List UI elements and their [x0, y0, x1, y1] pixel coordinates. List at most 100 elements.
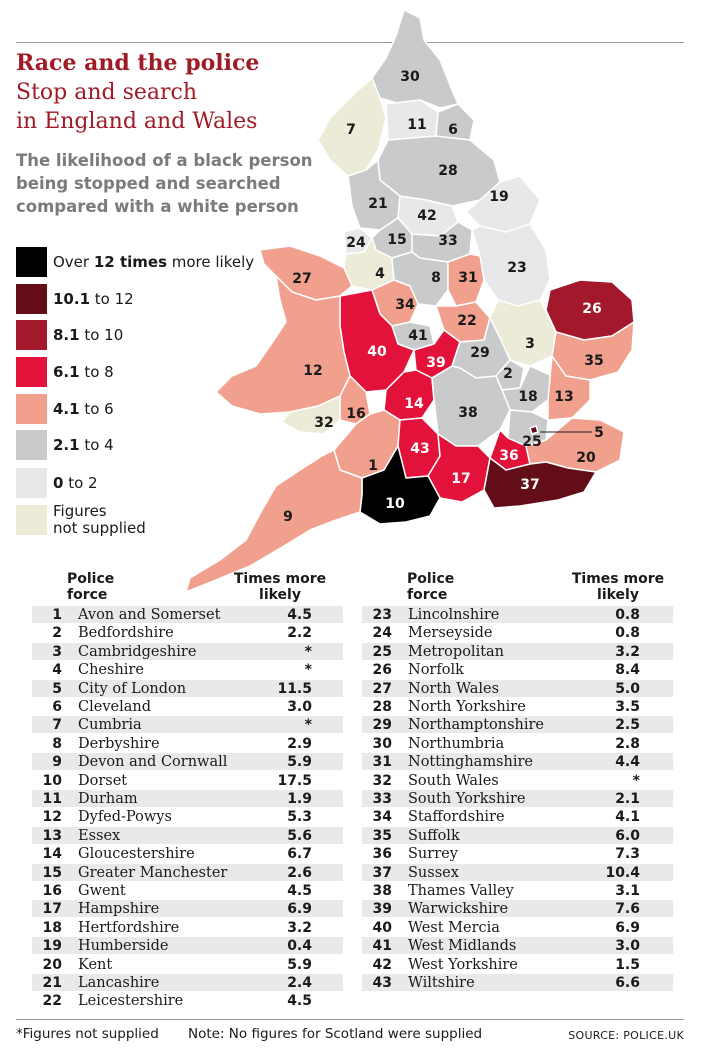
table-row: 40 West Mercia 6.9	[362, 919, 673, 936]
force-name: Leicestershire	[78, 993, 184, 1010]
map-label: 35	[584, 353, 603, 369]
table-row: 13 Essex 5.6	[32, 826, 343, 844]
row-number: 25	[372, 643, 392, 660]
force-name: Metropolitan	[408, 643, 505, 660]
table-row: 30 Northumbria 2.8	[362, 735, 673, 752]
times-more-likely-value: 2.6	[287, 864, 312, 881]
table-row: 18 Hertfordshire 3.2	[32, 919, 343, 936]
table-row: 5 City of London 11.5	[32, 679, 343, 697]
table-row: 27 North Wales 5.0	[362, 679, 673, 697]
map-label: 29	[470, 345, 489, 361]
table-row: 28 North Yorkshire 3.5	[362, 698, 673, 715]
map-label: 41	[408, 328, 427, 344]
table-row: 20 Kent 5.9	[32, 956, 343, 973]
table-row: 32 South Wales *	[362, 772, 673, 789]
map-label: 22	[457, 313, 476, 329]
row-number: 6	[52, 699, 62, 715]
times-more-likely-value: 4.5	[287, 883, 312, 899]
map-label: 16	[346, 406, 365, 422]
times-more-likely-value: 5.0	[615, 680, 640, 697]
map-label: 40	[367, 344, 387, 360]
times-more-likely-value: *	[304, 643, 312, 660]
table-row: 15 Greater Manchester 2.6	[32, 863, 343, 881]
map-label: 28	[438, 163, 457, 179]
map-label: 23	[507, 260, 526, 276]
force-name: Greater Manchester	[78, 864, 228, 881]
row-number: 14	[42, 846, 62, 863]
row-number: 20	[42, 956, 62, 973]
row-number: 32	[372, 772, 392, 789]
force-name: Cleveland	[78, 699, 151, 715]
times-more-likely-value: 5.9	[287, 754, 312, 771]
legend-item: 0 to 2	[16, 468, 98, 498]
row-number: 28	[372, 699, 392, 715]
row-number: 43	[372, 975, 392, 991]
row-number: 10	[42, 772, 62, 789]
force-name: Essex	[78, 827, 121, 844]
map-label: 14	[404, 396, 424, 412]
force-name: Hampshire	[78, 901, 160, 918]
force-name: Derbyshire	[78, 735, 160, 752]
table-row: 42 West Yorkshire 1.5	[362, 956, 673, 973]
force-name: Sussex	[408, 864, 459, 881]
force-name: City of London	[78, 680, 187, 697]
times-more-likely-value: 3.1	[615, 883, 640, 899]
top-rule	[16, 42, 684, 43]
table-row: 24 Merseyside 0.8	[362, 624, 673, 641]
times-more-likely-value: 6.6	[615, 975, 640, 991]
force-name: South Wales	[408, 772, 499, 789]
force-name: Nottinghamshire	[408, 754, 533, 771]
table-row: 9 Devon and Cornwall 5.9	[32, 753, 343, 771]
times-more-likely-value: 3.0	[615, 938, 640, 955]
times-more-likely-value: 7.3	[615, 846, 640, 863]
table-row: 10 Dorset 17.5	[32, 772, 343, 789]
row-number: 8	[52, 735, 62, 752]
times-more-likely-value: 2.5	[615, 717, 640, 734]
row-number: 4	[52, 662, 62, 679]
table-row: 37 Sussex 10.4	[362, 863, 673, 881]
map-label: 17	[451, 471, 470, 487]
table-row: 35 Suffolk 6.0	[362, 826, 673, 844]
map-label: 10	[385, 496, 405, 512]
footnote-not-supplied: *Figures not supplied	[16, 1026, 159, 1042]
times-more-likely-value: 2.1	[615, 791, 640, 807]
table-row: 29 Northamptonshire 2.5	[362, 716, 673, 734]
map-label: 42	[417, 208, 436, 224]
map-label: 11	[407, 117, 426, 133]
table-row: 31 Nottinghamshire 4.4	[362, 753, 673, 771]
times-more-likely-value: 0.4	[287, 938, 312, 955]
force-name: Wiltshire	[408, 975, 475, 991]
times-more-likely-value: 2.4	[287, 975, 312, 991]
times-more-likely-value: 6.9	[287, 901, 312, 918]
force-name: Dorset	[78, 772, 128, 789]
row-number: 16	[42, 883, 62, 899]
force-name: Northamptonshire	[408, 717, 545, 734]
subtitle-line-1: Stop and search	[16, 80, 198, 105]
times-more-likely-value: 6.9	[615, 919, 640, 936]
row-number: 39	[372, 901, 392, 918]
times-more-likely-value: 7.6	[615, 901, 640, 918]
legend-swatch	[16, 394, 47, 424]
map-label: 30	[400, 69, 420, 85]
force-name: Gloucestershire	[78, 846, 195, 863]
bottom-rule	[16, 1019, 684, 1020]
row-number: 30	[372, 735, 392, 752]
map-label: 9	[283, 509, 293, 525]
force-name: West Yorkshire	[408, 956, 518, 973]
row-number: 2	[52, 625, 62, 642]
description-line-2: being stopped and searched	[16, 174, 281, 193]
force-name: West Mercia	[408, 919, 500, 936]
description: The likelihood of a black person being s…	[16, 149, 316, 218]
force-name: Hertfordshire	[78, 919, 180, 936]
region-5	[529, 425, 539, 435]
legend-label: 4.1 to 6	[53, 400, 114, 418]
map-label: 38	[458, 405, 477, 421]
map-label: 34	[395, 297, 415, 313]
map-label: 39	[426, 355, 445, 371]
times-more-likely-value: 3.0	[287, 699, 312, 715]
legend-item: 8.1 to 10	[16, 320, 123, 350]
times-more-likely-value: 4.5	[287, 607, 312, 623]
row-number: 42	[372, 956, 392, 973]
force-name: Lincolnshire	[408, 607, 500, 623]
force-name: Merseyside	[408, 625, 493, 642]
